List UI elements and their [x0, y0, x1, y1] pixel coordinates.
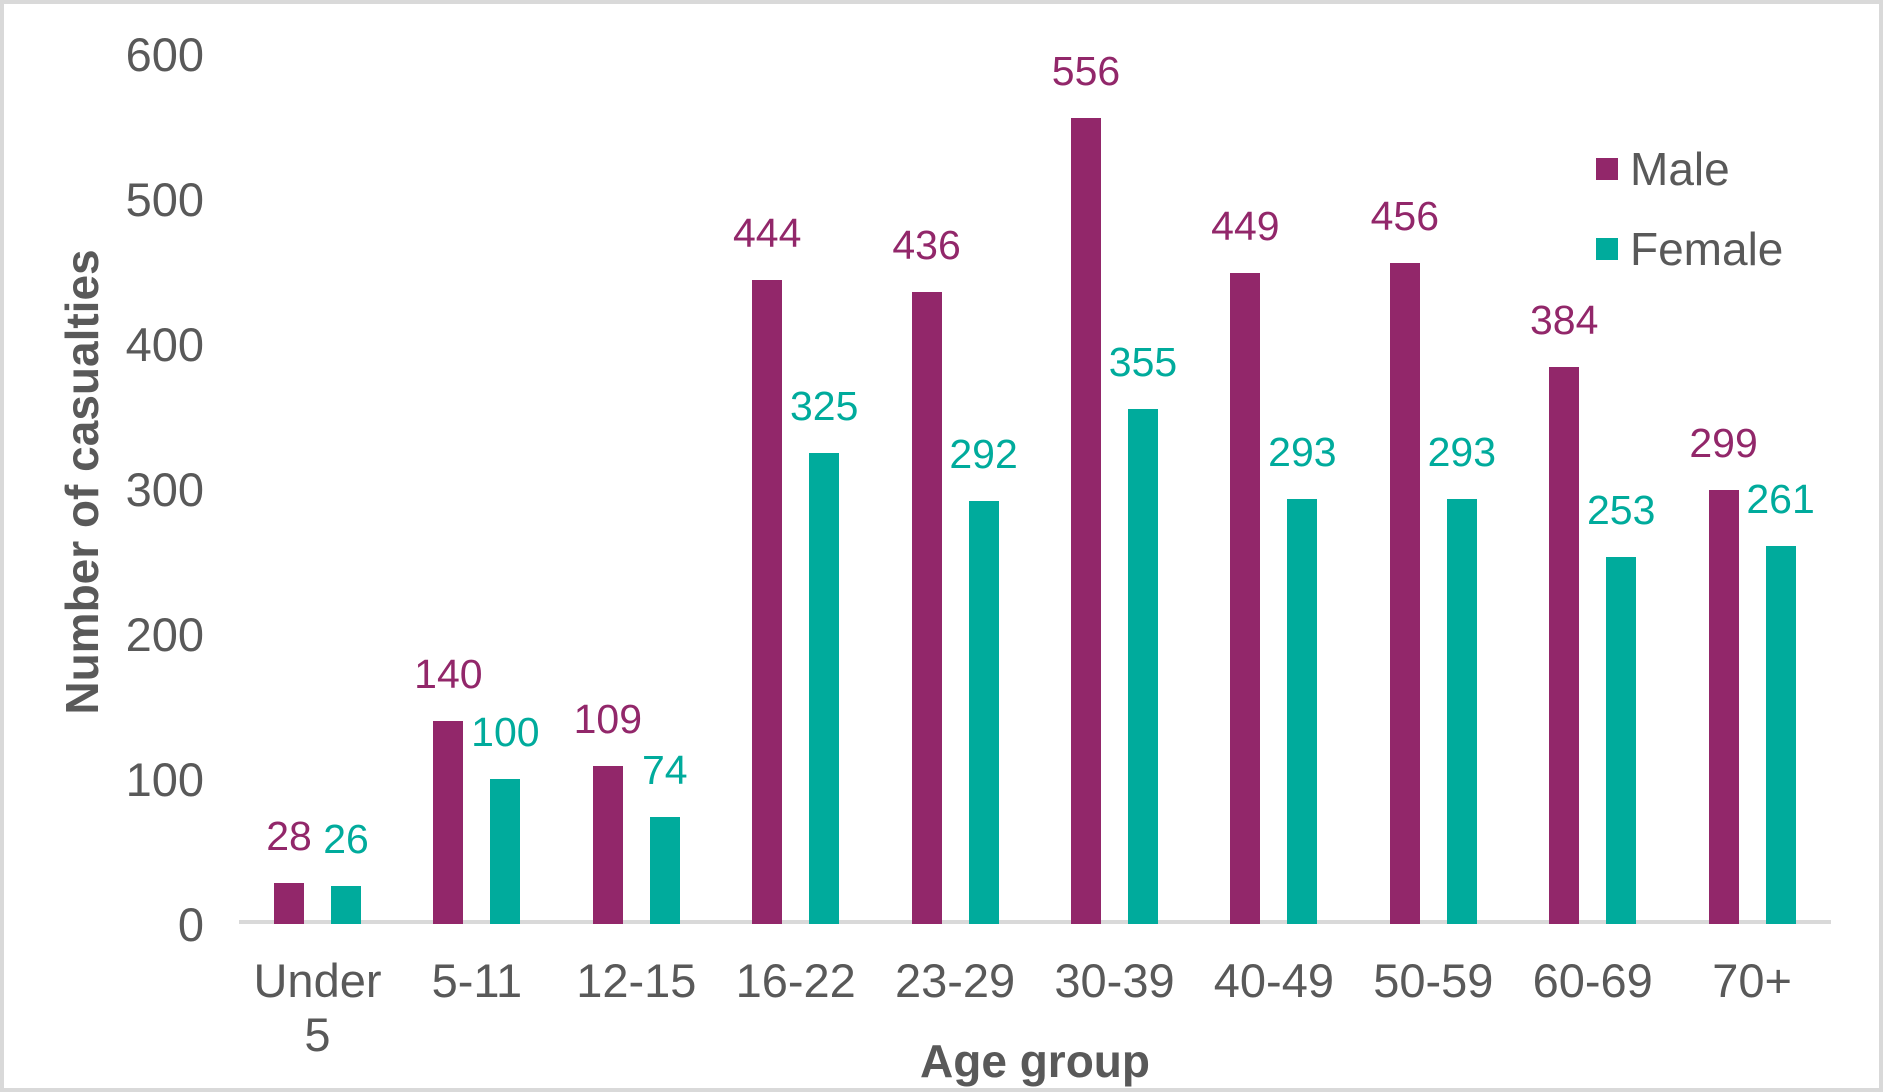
male-data-label: 444 [732, 210, 802, 256]
y-tick-label: 0 [177, 898, 204, 951]
x-axis-title: Age group [920, 1035, 1150, 1087]
x-tick-label: 12-15 [576, 954, 697, 1007]
y-tick-label: 100 [125, 753, 204, 806]
legend-item-male: Male [1596, 142, 1783, 196]
female-data-label: 261 [1746, 476, 1815, 522]
female-data-label: 253 [1586, 487, 1656, 533]
female-bar [490, 779, 521, 924]
female-bar [968, 501, 999, 924]
y-tick-label: 500 [125, 173, 204, 226]
female-data-label: 74 [641, 747, 688, 793]
male-bar [1230, 273, 1261, 924]
male-bar [1389, 263, 1420, 924]
x-tick-label: 50-59 [1373, 954, 1494, 1007]
y-tick-label: 400 [125, 318, 204, 371]
male-bar [1549, 367, 1580, 924]
female-data-label: 355 [1108, 339, 1178, 385]
female-bar [331, 886, 361, 924]
female-bar [649, 817, 680, 924]
male-data-label: 140 [414, 651, 483, 697]
female-data-label: 100 [471, 709, 540, 755]
male-data-label: 28 [266, 813, 312, 859]
x-tick-label: 40-49 [1213, 954, 1334, 1007]
x-tick-label: 16-22 [735, 954, 856, 1007]
male-data-label: 109 [573, 696, 643, 742]
male-bar [752, 280, 783, 924]
legend-swatch-male [1596, 158, 1618, 180]
female-data-label: 26 [323, 816, 369, 862]
male-bar [911, 292, 942, 924]
female-data-label: 293 [1268, 429, 1337, 475]
male-data-label: 299 [1689, 420, 1758, 466]
male-data-label: 456 [1370, 193, 1440, 239]
x-tick-label: 70+ [1712, 954, 1792, 1007]
male-data-label: 449 [1211, 203, 1280, 249]
female-bar [1128, 409, 1158, 924]
legend-swatch-female [1596, 238, 1618, 260]
legend: Male Female [1596, 142, 1783, 276]
male-bar [433, 721, 464, 924]
female-data-label: 292 [949, 431, 1018, 477]
female-data-label: 325 [789, 383, 859, 429]
x-tick-label: 30-39 [1054, 954, 1175, 1007]
male-bar [592, 766, 623, 924]
female-data-label: 293 [1427, 429, 1497, 475]
x-axis-line [239, 920, 1831, 924]
male-bar [1708, 490, 1739, 924]
male-bar [274, 883, 304, 924]
x-tick-label: 60-69 [1532, 954, 1653, 1007]
female-bar [1446, 499, 1477, 924]
y-tick-label: 300 [125, 463, 204, 516]
y-tick-label: 600 [125, 28, 204, 81]
y-tick-label: 200 [125, 608, 204, 661]
male-data-label: 384 [1529, 297, 1599, 343]
legend-label-male: Male [1630, 143, 1730, 195]
female-bar [1765, 546, 1796, 924]
female-bar [809, 453, 840, 924]
legend-item-female: Female [1596, 222, 1783, 276]
female-bar [1287, 499, 1318, 924]
male-data-label: 556 [1051, 48, 1121, 94]
male-data-label: 436 [892, 222, 961, 268]
legend-label-female: Female [1630, 223, 1784, 275]
female-bar [1606, 557, 1637, 924]
male-bar [1071, 118, 1101, 924]
x-tick-label: 23-29 [894, 954, 1016, 1007]
x-tick-label: 5-11 [431, 954, 523, 1007]
bar-chart: Number of casualties 0 100 200 300 400 500 600… [4, 4, 1879, 1088]
x-tick-label: Under 5 [253, 954, 382, 1061]
